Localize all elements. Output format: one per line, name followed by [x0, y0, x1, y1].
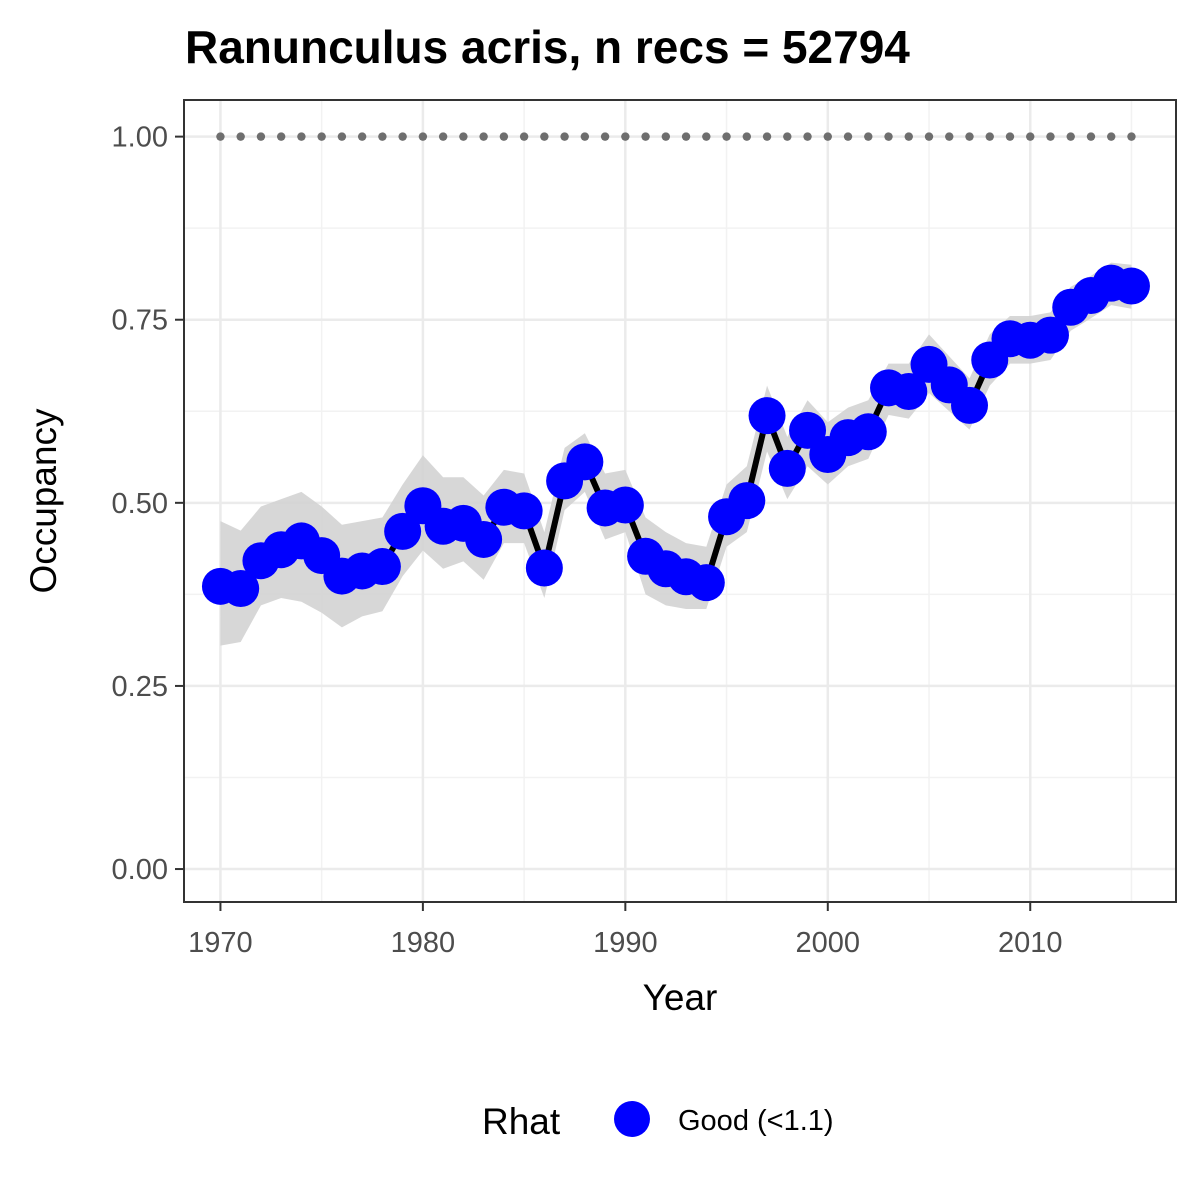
reference-dot [843, 132, 853, 141]
reference-dot [357, 132, 367, 141]
reference-dot [459, 132, 468, 141]
data-point [525, 549, 563, 587]
data-point [789, 411, 827, 449]
reference-dot [256, 132, 266, 141]
reference-dot [884, 132, 893, 141]
confidence-ribbon [220, 262, 1132, 646]
data-point [1112, 267, 1150, 305]
data-point [748, 397, 786, 435]
data-point [384, 512, 422, 550]
y-tick-label: 0.00 [112, 854, 168, 886]
data-point [465, 520, 503, 558]
reference-dot [418, 132, 428, 141]
x-tick-label: 1980 [391, 927, 456, 959]
reference-dot [965, 132, 974, 141]
data-point [890, 373, 928, 411]
reference-dot [1066, 132, 1075, 141]
reference-dot [600, 132, 610, 141]
y-tick-label: 0.50 [112, 488, 168, 520]
reference-dot [317, 132, 326, 141]
reference-dot [337, 132, 347, 141]
confidence-ribbon-layer [220, 262, 1132, 646]
reference-dot [924, 132, 934, 141]
data-point [222, 570, 260, 608]
x-tick-label: 1970 [188, 927, 253, 959]
y-tick-label: 1.00 [112, 122, 168, 154]
x-tick-label: 1990 [593, 927, 658, 959]
y-axis-title: Occupancy [23, 408, 64, 594]
reference-dot [823, 132, 832, 141]
reference-dot [519, 132, 529, 141]
reference-dot [479, 132, 488, 141]
reference-dot [580, 132, 590, 141]
reference-dot [722, 132, 731, 141]
reference-dot [560, 132, 569, 141]
data-point [728, 482, 766, 520]
data-point [505, 492, 543, 530]
legend-key-good [614, 1101, 650, 1137]
grid-lines [184, 100, 1176, 902]
reference-dot [297, 132, 306, 141]
data-point [849, 413, 887, 451]
reference-dot [641, 132, 650, 141]
reference-dot [438, 132, 448, 141]
reference-dot [945, 132, 954, 141]
reference-dot [864, 132, 873, 141]
reference-dot [276, 132, 286, 141]
chart-title: Ranunculus acris, n recs = 52794 [185, 21, 910, 73]
reference-dot [499, 132, 509, 141]
reference-dot [742, 132, 752, 141]
plot-background [184, 100, 1176, 902]
reference-dot [1107, 132, 1116, 141]
reference-dot [681, 132, 691, 141]
x-axis-title: Year [643, 977, 718, 1018]
reference-dot [702, 132, 711, 141]
data-point [606, 486, 644, 524]
reference-dot [1005, 132, 1015, 141]
data-point [363, 548, 401, 586]
reference-dot [216, 132, 225, 141]
reference-dot [985, 132, 994, 141]
x-tick-label: 2000 [796, 927, 861, 959]
x-tick-label: 2010 [998, 927, 1063, 959]
legend: Rhat Good (<1.1) [482, 1101, 834, 1142]
y-tick-label: 0.75 [112, 305, 168, 337]
reference-dot [661, 132, 671, 141]
reference-line-layer [216, 132, 1136, 141]
reference-dot [398, 132, 407, 141]
legend-label-good: Good (<1.1) [678, 1105, 834, 1137]
reference-dot [783, 132, 792, 141]
reference-dot [540, 132, 549, 141]
reference-dot [803, 132, 812, 141]
legend-title: Rhat [482, 1101, 561, 1142]
data-point [768, 449, 806, 487]
reference-dot [904, 132, 913, 141]
reference-dot [236, 132, 245, 141]
y-axis: 0.00 0.25 0.50 0.75 1.00 [112, 122, 184, 886]
plot-border [183, 99, 1177, 903]
data-points-layer [201, 264, 1150, 608]
reference-dot [378, 132, 387, 141]
y-tick-label: 0.25 [112, 671, 168, 703]
data-point [951, 386, 989, 424]
data-point [687, 564, 725, 602]
reference-dot [1086, 132, 1096, 141]
data-point [566, 443, 604, 481]
data-point [1031, 316, 1069, 354]
reference-dot [1127, 132, 1136, 141]
reference-dot [1026, 132, 1035, 141]
reference-dot [1046, 132, 1055, 141]
reference-dot [621, 132, 630, 141]
reference-dot [762, 132, 772, 141]
x-axis: 1970 1980 1990 2000 2010 [188, 902, 1062, 959]
